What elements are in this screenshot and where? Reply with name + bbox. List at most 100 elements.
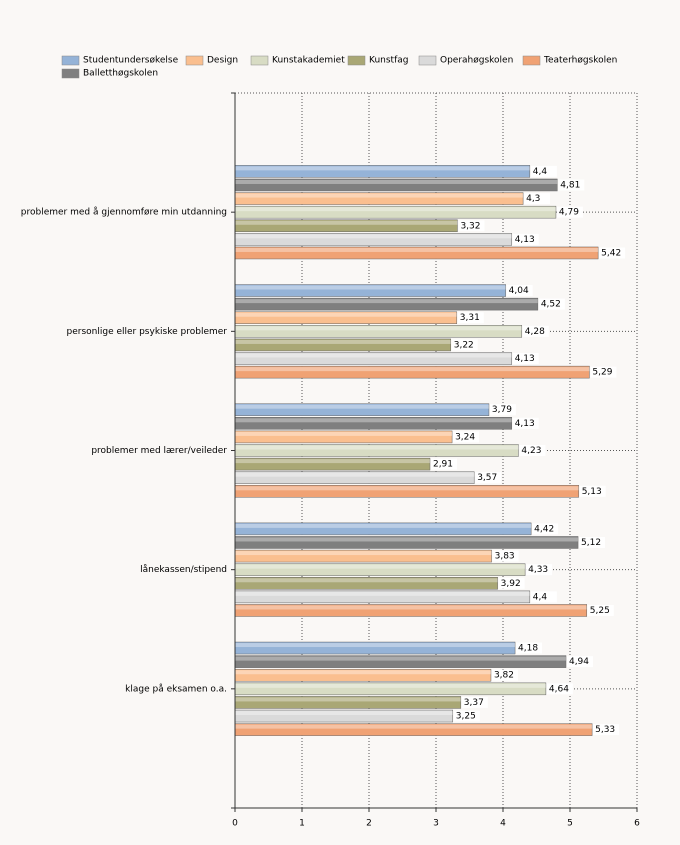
bar-highlight xyxy=(235,339,451,344)
value-label: 3,83 xyxy=(495,552,515,562)
legend-label: Kunstfag xyxy=(369,56,408,66)
value-label: 4,13 xyxy=(515,419,535,429)
value-label: 4,13 xyxy=(515,354,535,364)
value-label: 4,4 xyxy=(533,167,548,177)
y-tick-label: problemer med lærer/veileder xyxy=(91,446,227,456)
value-label-box xyxy=(566,656,593,668)
bar-highlight xyxy=(235,404,489,409)
y-tick-label: problemer med å gjennomføre min utdannin… xyxy=(21,207,227,218)
bar-highlight xyxy=(235,564,526,569)
bar-highlight xyxy=(235,643,516,648)
value-label-box xyxy=(489,404,516,416)
value-label: 5,42 xyxy=(601,248,621,258)
value-label-box xyxy=(526,564,553,576)
value-label: 2,91 xyxy=(433,460,453,470)
bar-highlight xyxy=(235,459,430,464)
value-label-box xyxy=(593,724,620,736)
bar-highlight xyxy=(235,367,590,372)
bar-highlight xyxy=(235,551,492,556)
value-label: 3,31 xyxy=(460,313,480,323)
value-label: 4,3 xyxy=(526,194,540,204)
value-label-box xyxy=(457,312,484,324)
bar-highlight xyxy=(235,472,475,477)
value-label-box xyxy=(579,536,606,548)
value-label: 4,81 xyxy=(560,180,580,190)
bar-highlight xyxy=(235,166,530,171)
value-label-box xyxy=(461,696,488,708)
x-tick-label: 1 xyxy=(299,819,305,829)
value-label-box xyxy=(451,339,478,351)
value-label: 5,33 xyxy=(595,725,615,735)
bar-highlight xyxy=(235,285,506,290)
value-label: 4,79 xyxy=(559,208,579,218)
bar-highlight xyxy=(235,179,558,184)
bar-highlight xyxy=(235,207,556,212)
value-label-box xyxy=(475,472,502,484)
value-label-box xyxy=(516,642,543,654)
y-tick-label: personlige eller psykiske problemer xyxy=(67,327,228,337)
value-label: 5,29 xyxy=(592,368,612,378)
x-tick-label: 5 xyxy=(567,819,573,829)
value-label-box xyxy=(458,220,485,232)
y-tick-label: lånekassen/stipend xyxy=(140,564,227,575)
bar-highlight xyxy=(235,486,579,491)
legend-swatch xyxy=(522,55,541,66)
value-label: 5,12 xyxy=(581,538,601,548)
value-label: 3,25 xyxy=(456,712,476,722)
bar-highlight xyxy=(235,683,546,688)
value-label: 4,33 xyxy=(528,565,548,575)
bar-highlight xyxy=(235,523,532,528)
value-label-box xyxy=(430,458,457,470)
legend-label: Kunstakademiet xyxy=(272,56,345,66)
bar-highlight xyxy=(235,193,524,198)
legend-label: Balletthøgskolen xyxy=(83,69,158,79)
value-label: 3,32 xyxy=(460,221,480,231)
value-label-box xyxy=(558,179,585,191)
value-label: 5,25 xyxy=(590,606,610,616)
value-label-box xyxy=(498,577,525,589)
value-label: 4,94 xyxy=(569,657,589,667)
value-label: 3,57 xyxy=(477,473,497,483)
bar-highlight xyxy=(235,656,566,661)
x-tick-label: 3 xyxy=(433,819,439,829)
value-label-box xyxy=(546,683,573,695)
legend-label: Operahøgskolen xyxy=(440,56,513,66)
legend-swatch xyxy=(61,68,80,79)
value-label: 4,4 xyxy=(533,592,548,602)
value-label: 3,37 xyxy=(464,698,484,708)
bar-highlight xyxy=(235,605,587,610)
value-label: 4,28 xyxy=(525,327,545,337)
value-label-box xyxy=(579,485,606,497)
value-label: 4,13 xyxy=(515,235,535,245)
x-tick-label: 4 xyxy=(500,819,506,829)
value-label-box xyxy=(453,431,480,443)
value-label: 3,82 xyxy=(494,671,514,681)
legend-swatch xyxy=(185,55,204,66)
bar-highlight xyxy=(235,591,530,596)
value-label: 4,52 xyxy=(541,300,561,310)
value-label-box xyxy=(599,247,626,259)
value-label-box xyxy=(491,669,518,681)
value-label: 4,23 xyxy=(521,446,541,456)
legend-swatch xyxy=(61,55,80,66)
legend-swatch xyxy=(347,55,366,66)
bar-highlight xyxy=(235,326,522,331)
bar-highlight xyxy=(235,670,491,675)
value-label: 4,18 xyxy=(518,644,538,654)
x-tick-label: 6 xyxy=(634,819,640,829)
value-label-box xyxy=(587,604,614,616)
value-label-box xyxy=(522,325,549,337)
value-label-box xyxy=(512,233,539,245)
value-label-box xyxy=(590,366,617,378)
value-label-box xyxy=(512,353,539,365)
value-label-box xyxy=(556,206,583,218)
bar-highlight xyxy=(235,578,498,583)
legend-swatch xyxy=(418,55,437,66)
bar-highlight xyxy=(235,353,512,358)
value-label-box xyxy=(512,417,539,429)
bar-highlight xyxy=(235,220,458,225)
bar-highlight xyxy=(235,431,453,436)
legend-label: Studentundersøkelse xyxy=(83,56,179,66)
y-tick-label: klage på eksamen o.a. xyxy=(125,683,227,694)
